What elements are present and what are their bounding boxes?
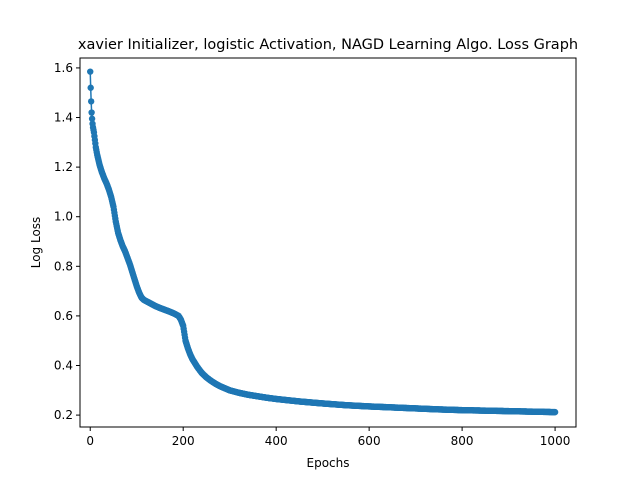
- y-tick-label: 1.4: [54, 111, 73, 125]
- y-axis-label: Log Loss: [29, 217, 43, 269]
- data-point: [88, 109, 95, 116]
- y-tick-label: 1.0: [54, 210, 73, 224]
- x-axis-label: Epochs: [307, 456, 350, 470]
- chart-title: xavier Initializer, logistic Activation,…: [78, 37, 578, 53]
- x-tick-label: 400: [265, 434, 288, 448]
- y-tick-label: 0.6: [54, 309, 73, 323]
- x-tick-label: 1000: [540, 434, 571, 448]
- y-tick-label: 1.6: [54, 61, 73, 75]
- x-tick-label: 800: [451, 434, 474, 448]
- data-point: [87, 98, 95, 105]
- plot-area: [87, 68, 559, 416]
- y-tick-label: 0.8: [54, 259, 73, 273]
- y-tick-label: 1.2: [54, 160, 73, 174]
- y-tick-label: 0.4: [54, 359, 73, 373]
- x-tick-label: 200: [172, 434, 195, 448]
- data-point: [87, 84, 94, 91]
- x-tick-label: 600: [358, 434, 381, 448]
- data-point: [87, 68, 94, 75]
- y-tick-label: 0.2: [54, 408, 73, 422]
- x-axis-ticks: 0 200 400 600 800 1000: [86, 427, 570, 448]
- y-axis-ticks: 0.2 0.4 0.6 0.8 1.0 1.2 1.4 1.6: [54, 61, 80, 422]
- axes-frame: [79, 57, 577, 428]
- data-point: [88, 115, 96, 122]
- x-tick-label: 0: [86, 434, 94, 448]
- data-point: [551, 408, 559, 416]
